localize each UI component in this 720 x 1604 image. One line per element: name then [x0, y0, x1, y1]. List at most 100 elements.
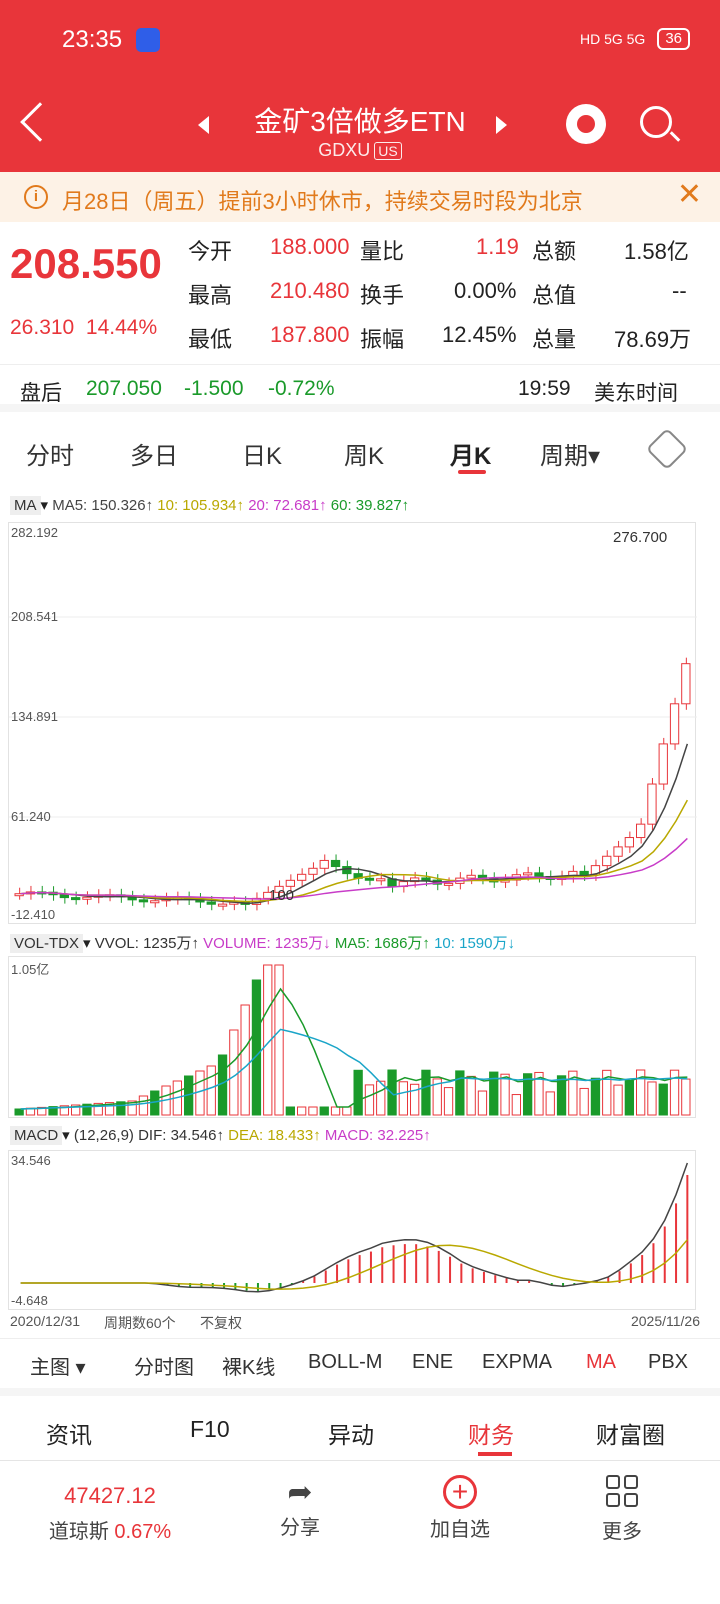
- candle-body: [613, 846, 623, 857]
- stock-title: 金矿3倍做多ETN: [254, 106, 466, 137]
- volume-bar: [579, 1087, 589, 1116]
- network-indicator: HD 5G 5G: [579, 31, 646, 47]
- indicator-main-selector[interactable]: 主图 ▾: [30, 1357, 86, 1379]
- tab-daily-k[interactable]: 日K: [242, 443, 283, 470]
- volume-bar: [138, 1095, 149, 1116]
- index-name: 道琼斯: [48, 1521, 109, 1543]
- turnover-rate-value: 0.00%: [454, 278, 517, 303]
- section-finance[interactable]: 财务: [468, 1422, 514, 1448]
- volume-bar: [647, 1081, 657, 1116]
- ma20-line: [20, 837, 688, 900]
- candle-body: [669, 703, 680, 745]
- notice-text: 月28日（周五）提前3小时休市，持续交易时段为北京: [62, 189, 583, 214]
- volume-bar: [669, 1069, 680, 1116]
- assistant-icon[interactable]: [566, 104, 606, 144]
- section-f10[interactable]: F10: [190, 1416, 230, 1442]
- candlestick-chart[interactable]: 282.192 208.541 134.891 61.240 -12.410 2…: [8, 522, 697, 924]
- volume-bar: [534, 1071, 544, 1116]
- macd-chart[interactable]: 34.546 -4.648: [8, 1150, 696, 1310]
- vol-legend: VOL-TDX ▾ VVOL: 1235万↑ VOLUME: 1235万↓ MA5…: [10, 932, 515, 953]
- high-label: 最高: [188, 283, 233, 308]
- volume-bar: [477, 1090, 488, 1116]
- vol-ma10-label: 10: 1590万↓: [434, 935, 515, 952]
- tab-multiday[interactable]: 多日: [130, 443, 178, 470]
- macd-selector[interactable]: MACD: [10, 1126, 63, 1145]
- share-label: 分享: [280, 1517, 320, 1539]
- volume-bar: [353, 1069, 363, 1116]
- tab-monthly-k[interactable]: 月K: [450, 443, 492, 470]
- candle-body: [624, 837, 635, 848]
- indicator-timeline[interactable]: 分时图: [134, 1357, 194, 1379]
- tab-intraday[interactable]: 分时: [26, 443, 74, 470]
- volume-bar: [613, 1084, 623, 1116]
- volume-bar: [229, 1029, 239, 1116]
- volume-bar: [410, 1083, 420, 1116]
- chart-tabs: 分时 多日 日K 周K 月K 周期▾: [0, 420, 720, 482]
- turnover-label: 总额: [532, 239, 577, 264]
- status-indicators: HD 5G 5G 36: [580, 28, 690, 50]
- indicator-ene[interactable]: ENE: [412, 1351, 454, 1373]
- volume-bar: [636, 1069, 646, 1116]
- search-icon[interactable]: [640, 106, 672, 138]
- ma-selector[interactable]: MA: [10, 496, 41, 515]
- indicator-main-label: 主图: [30, 1357, 70, 1379]
- volume-chart[interactable]: 1.05亿: [8, 956, 696, 1118]
- indicator-bare-k[interactable]: 裸K线: [222, 1357, 276, 1379]
- prev-stock-icon[interactable]: [198, 116, 209, 134]
- market-cap-label: 总值: [532, 283, 577, 308]
- volume-bar: [556, 1075, 567, 1116]
- indicator-expma[interactable]: EXPMA: [482, 1351, 553, 1373]
- candle-body: [681, 663, 691, 705]
- volume-bar: [71, 1104, 81, 1116]
- header: 23:35 HD 5G 5G 36 金矿3倍做多ETN GDXU US: [0, 0, 720, 172]
- indicator-pbx[interactable]: PBX: [648, 1351, 689, 1373]
- vvol-label: VVOL: 1235万↑: [94, 935, 199, 952]
- market-cap-value: --: [672, 278, 687, 303]
- volume-ratio-value: 1.19: [476, 234, 519, 259]
- high-price-label: 276.700: [613, 529, 668, 546]
- change-percent: 14.44%: [85, 316, 158, 339]
- index-ticker[interactable]: 47427.12 道琼斯 0.67%: [40, 1483, 180, 1544]
- after-hours-label: 盘后: [20, 382, 62, 405]
- candle-body: [319, 859, 329, 869]
- macd-label: MACD: 32.225↑: [324, 1127, 431, 1144]
- section-tabs: 资讯 F10 异动 财务 财富圈: [0, 1388, 720, 1456]
- more-button[interactable]: 更多: [592, 1475, 652, 1544]
- volume-bar: [104, 1102, 115, 1116]
- indicator-ma[interactable]: MA: [586, 1351, 616, 1373]
- candle-body: [217, 903, 228, 907]
- volume-bar: [274, 964, 284, 1116]
- period-count: 周期数60个: [104, 1315, 176, 1331]
- section-community[interactable]: 财富圈: [596, 1422, 665, 1448]
- macd-svg: [20, 1162, 689, 1293]
- section-alerts[interactable]: 异动: [328, 1422, 374, 1448]
- close-icon[interactable]: ✕: [676, 178, 702, 211]
- volume-bar: [319, 1106, 329, 1116]
- vol-selector[interactable]: VOL-TDX: [10, 934, 84, 953]
- dea-line: [20, 1239, 688, 1290]
- quote-panel: 208.550 26.310 14.44% 今开 188.000 量比 1.19…: [0, 222, 720, 364]
- volume-bar: [523, 1073, 533, 1116]
- ma-legend: MA ▾ MA5: 150.326↑ 10: 105.934↑ 20: 72.68…: [10, 496, 409, 515]
- volume-bar: [308, 1106, 318, 1116]
- indicator-boll[interactable]: BOLL-M: [308, 1351, 383, 1373]
- share-button[interactable]: ➦ 分享: [270, 1475, 330, 1540]
- next-stock-icon[interactable]: [496, 116, 507, 134]
- notice-bar: i 月28日（周五）提前3小时休市，持续交易时段为北京 ✕: [0, 172, 720, 222]
- candle-body: [14, 893, 24, 897]
- info-icon: i: [24, 185, 48, 209]
- ma60-label: 60: 39.827↑: [330, 497, 410, 514]
- add-watchlist-button[interactable]: + 加自选: [420, 1475, 500, 1542]
- volume-ma10-line: [20, 1028, 688, 1110]
- active-tab-indicator: [458, 470, 486, 474]
- low-label: 最低: [188, 327, 233, 352]
- candle-body: [285, 879, 296, 887]
- candle-body: [602, 855, 612, 867]
- candle-body: [71, 897, 81, 901]
- volume-bar: [206, 1065, 216, 1116]
- tab-period[interactable]: 周期▾: [540, 443, 601, 470]
- volume-bar: [658, 1083, 668, 1116]
- candle-body: [330, 859, 341, 868]
- section-news[interactable]: 资讯: [46, 1422, 92, 1448]
- tab-weekly-k[interactable]: 周K: [344, 443, 385, 470]
